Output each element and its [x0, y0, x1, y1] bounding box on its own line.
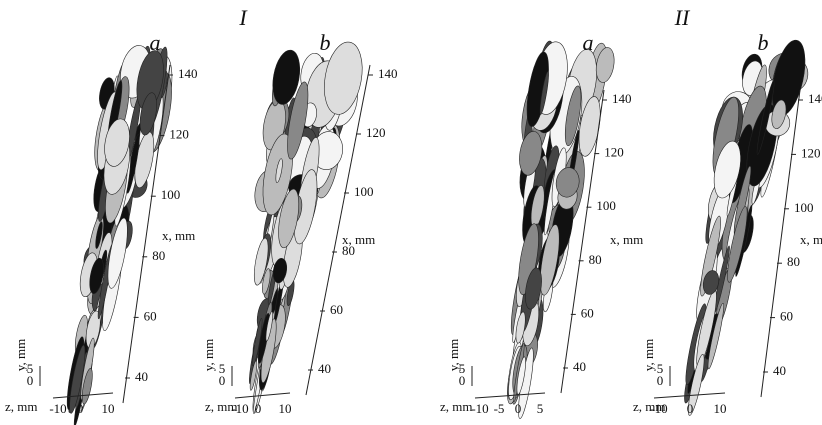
z-tick-label: -10	[49, 401, 66, 416]
x-axis-label: x, mm	[610, 232, 643, 247]
x-tick-label: 120	[169, 127, 189, 142]
panel-label: b	[320, 30, 331, 55]
z-tick-label: -10	[471, 401, 488, 416]
z-tick-label: 0	[77, 401, 84, 416]
x-tick-label: 60	[780, 309, 793, 324]
figure: I II 406080100120140x, mm-10010z, mm05y,…	[0, 0, 822, 425]
y-axis-label: y, mm	[201, 339, 216, 371]
z-tick-label: 10	[102, 401, 115, 416]
z-axis-label: z, mm	[205, 399, 238, 414]
x-tick-label: 100	[161, 187, 181, 202]
x-tick-label: 60	[330, 302, 343, 317]
z-tick-label: 5	[537, 401, 544, 416]
y-tick-label: 5	[657, 361, 664, 376]
x-tick-label: 40	[135, 369, 148, 384]
x-tick-label: 120	[801, 145, 821, 160]
z-tick-label: 10	[714, 401, 727, 416]
x-tick-label: 140	[178, 66, 198, 81]
group-label: I	[238, 5, 248, 30]
z-axis-label: z, mm	[633, 399, 666, 414]
panel-label: a	[150, 30, 161, 55]
y-axis-label: y, mm	[13, 339, 28, 371]
x-tick-label: 40	[318, 361, 331, 376]
x-tick-label: 100	[596, 198, 616, 213]
y-tick-label: 5	[219, 361, 226, 376]
panel-label: a	[583, 30, 594, 55]
x-tick-label: 60	[144, 308, 157, 323]
z-tick-label: 10	[279, 401, 292, 416]
panel-label: b	[758, 30, 769, 55]
x-tick-label: 140	[612, 91, 632, 106]
x-tick-label: 80	[152, 248, 165, 263]
z-axis	[235, 393, 290, 398]
z-tick-label: 0	[255, 401, 262, 416]
z-tick-label: -5	[494, 401, 505, 416]
x-tick-label: 100	[354, 184, 374, 199]
x-axis-label: x, mm	[162, 228, 195, 243]
x-tick-label: 120	[604, 145, 624, 160]
x-tick-label: 140	[378, 66, 398, 81]
x-tick-label: 100	[794, 200, 814, 215]
group-label: II	[674, 5, 691, 30]
x-tick-label: 80	[589, 252, 602, 267]
x-tick-label: 40	[573, 359, 586, 374]
x-tick-label: 60	[581, 305, 594, 320]
z-tick-label: 0	[515, 401, 522, 416]
y-axis-label: y, mm	[446, 339, 461, 371]
x-axis-label: x, mm	[800, 232, 822, 247]
x-tick-label: 80	[787, 254, 800, 269]
z-tick-label: 0	[687, 401, 694, 416]
x-tick-label: 120	[366, 125, 386, 140]
z-axis-label: z, mm	[440, 399, 473, 414]
x-tick-label: 140	[808, 91, 822, 106]
y-axis-label: y, mm	[641, 339, 656, 371]
z-axis-label: z, mm	[5, 399, 38, 414]
x-axis-label: x, mm	[342, 232, 375, 247]
x-tick-label: 40	[773, 363, 786, 378]
